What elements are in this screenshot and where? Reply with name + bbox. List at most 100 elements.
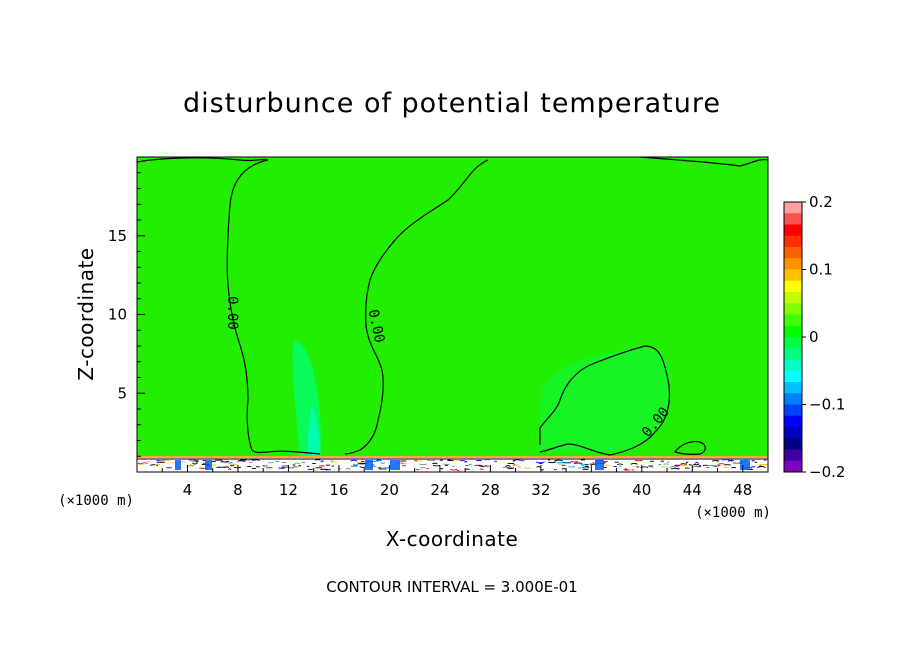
cool-plume-core — [308, 405, 321, 460]
noise-mark — [150, 464, 159, 466]
colorbar-swatch — [784, 359, 802, 372]
noise-mark — [693, 463, 700, 466]
colorbar: 0.2 0.1 0 −0.1 −0.2 — [783, 193, 845, 481]
colorbar-swatch — [784, 415, 802, 428]
contour-top-left — [136, 157, 269, 163]
noise-mark — [456, 469, 460, 472]
colorbar-swatch — [784, 247, 802, 259]
surface-layer — [137, 456, 769, 472]
colorbar-swatch — [784, 213, 802, 225]
noise-mark — [494, 460, 498, 463]
x-tick-label: 48 — [733, 481, 752, 499]
noise-mark — [191, 460, 197, 463]
noise-mark — [554, 459, 564, 462]
noise-mark — [688, 464, 692, 466]
noise-mark — [751, 465, 756, 468]
contour-top-right — [639, 156, 769, 167]
noise-mark — [617, 463, 624, 466]
colorbar-swatch — [784, 460, 802, 473]
noise-mark — [230, 463, 238, 466]
x-axis-label: X-coordinate — [386, 527, 519, 551]
noise-block — [175, 460, 181, 470]
noise-mark — [661, 466, 669, 468]
noise-mark — [721, 459, 731, 461]
noise-mark — [374, 460, 380, 462]
noise-mark — [450, 468, 458, 471]
colorbar-swatch — [784, 314, 802, 327]
colorbar-swatch — [784, 269, 802, 282]
noise-mark — [730, 466, 737, 469]
noise-mark — [195, 461, 199, 463]
colorbar-swatch — [784, 370, 802, 383]
noise-mark — [400, 462, 408, 465]
noise-mark — [189, 459, 198, 462]
colorbar-swatch — [784, 224, 802, 237]
noise-mark — [512, 460, 516, 462]
x-tick-label: 16 — [329, 481, 348, 499]
noise-mark — [573, 462, 583, 464]
noise-block — [365, 460, 373, 470]
colorbar-swatch — [784, 393, 802, 405]
noise-mark — [380, 462, 386, 464]
noise-mark — [679, 464, 688, 467]
contour-small — [674, 440, 706, 455]
noise-mark — [581, 464, 585, 467]
x-tick-label: 36 — [582, 481, 601, 499]
noise-mark — [669, 466, 677, 468]
noise-mark — [711, 459, 720, 462]
noise-block — [740, 460, 750, 470]
noise-mark — [636, 466, 640, 468]
colorbar-swatch — [784, 202, 802, 214]
y-axis-label: Z-coordinate — [74, 247, 98, 380]
colorbar-swatch — [784, 235, 802, 248]
noise-mark — [350, 465, 354, 468]
noise-mark — [138, 463, 144, 466]
colorbar-swatch — [784, 348, 802, 360]
noise-mark — [502, 466, 512, 469]
noise-mark — [465, 468, 470, 471]
y-tick-label: 10 — [108, 306, 127, 324]
surface-band — [137, 456, 768, 472]
noise-mark — [717, 463, 726, 465]
x-tick-label: 4 — [183, 481, 193, 499]
y-axis: 5 10 15 — [108, 172, 145, 457]
noise-mark — [401, 465, 407, 467]
noise-mark — [337, 468, 342, 470]
noise-mark — [414, 459, 418, 462]
colorbar-swatch — [784, 303, 802, 315]
contour-label: 0.00 — [365, 308, 388, 344]
noise-mark — [644, 466, 654, 468]
noise-mark — [352, 463, 360, 466]
noise-mark — [506, 467, 515, 470]
noise-mark — [350, 459, 358, 462]
noise-mark — [485, 459, 490, 461]
colorbar-swatch — [784, 292, 802, 304]
colorbar-swatch — [784, 280, 802, 293]
noise-mark — [757, 466, 766, 468]
colorbar-label: 0.2 — [809, 193, 833, 211]
noise-mark — [192, 462, 198, 465]
noise-mark — [478, 465, 488, 467]
colorbar-swatch — [784, 438, 802, 450]
colorbar-label: 0.1 — [809, 261, 833, 279]
x-tick-label: 32 — [531, 481, 550, 499]
noise-block — [595, 460, 604, 470]
x-tick-label: 24 — [430, 481, 449, 499]
colorbar-swatch — [784, 427, 802, 439]
noise-mark — [520, 459, 525, 462]
colorbar-swatch — [784, 404, 802, 417]
colorbar-label: −0.2 — [809, 463, 845, 481]
colorbar-label: −0.1 — [809, 396, 845, 414]
plot-area: 0.00 0.00 0.00 0.00 — [136, 156, 769, 475]
y-tick-label: 5 — [117, 384, 127, 402]
noise-mark — [224, 461, 228, 463]
x-unit-left: (×1000 m) — [58, 493, 134, 509]
field-background — [137, 157, 768, 472]
noise-block — [390, 460, 400, 470]
noise-mark — [557, 463, 564, 465]
noise-mark — [676, 467, 680, 470]
noise-mark — [553, 468, 557, 471]
noise-mark — [226, 461, 233, 464]
noise-mark — [685, 461, 689, 464]
